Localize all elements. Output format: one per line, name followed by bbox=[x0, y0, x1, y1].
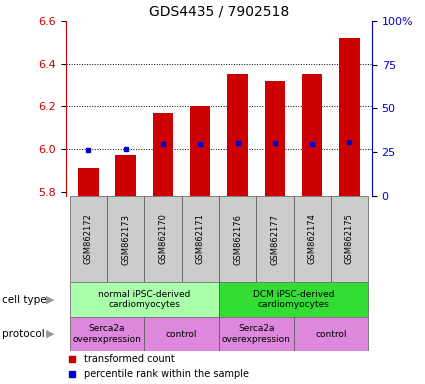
Text: GSM862175: GSM862175 bbox=[345, 214, 354, 265]
Text: Serca2a
overexpression: Serca2a overexpression bbox=[222, 324, 291, 344]
Bar bbox=[294, 196, 331, 282]
Text: ▶: ▶ bbox=[46, 295, 54, 305]
Bar bbox=[144, 196, 181, 282]
Bar bbox=[219, 317, 294, 351]
Bar bbox=[70, 196, 107, 282]
Text: Serca2a
overexpression: Serca2a overexpression bbox=[73, 324, 142, 344]
Bar bbox=[153, 113, 173, 196]
Text: control: control bbox=[166, 329, 197, 339]
Bar bbox=[339, 38, 360, 196]
Bar bbox=[181, 196, 219, 282]
Text: normal iPSC-derived
cardiomyocytes: normal iPSC-derived cardiomyocytes bbox=[98, 290, 190, 309]
Bar bbox=[78, 168, 99, 196]
Text: GSM862176: GSM862176 bbox=[233, 214, 242, 265]
Bar bbox=[144, 317, 219, 351]
Bar bbox=[219, 196, 256, 282]
Text: transformed count: transformed count bbox=[84, 354, 175, 364]
Text: GSM862172: GSM862172 bbox=[84, 214, 93, 265]
Bar bbox=[70, 317, 144, 351]
Bar bbox=[115, 156, 136, 196]
Bar bbox=[331, 196, 368, 282]
Text: GSM862171: GSM862171 bbox=[196, 214, 205, 265]
Text: GSM862173: GSM862173 bbox=[121, 214, 130, 265]
Bar bbox=[107, 196, 144, 282]
Text: GSM862170: GSM862170 bbox=[159, 214, 167, 265]
Bar bbox=[219, 282, 368, 317]
Bar bbox=[190, 106, 210, 196]
Bar bbox=[294, 317, 368, 351]
Text: ▶: ▶ bbox=[46, 329, 54, 339]
Text: GSM862174: GSM862174 bbox=[308, 214, 317, 265]
Bar bbox=[265, 81, 285, 196]
Text: GSM862177: GSM862177 bbox=[270, 214, 279, 265]
Text: percentile rank within the sample: percentile rank within the sample bbox=[84, 369, 249, 379]
Bar bbox=[70, 282, 219, 317]
Text: control: control bbox=[315, 329, 346, 339]
Bar bbox=[302, 74, 323, 196]
Bar bbox=[227, 74, 248, 196]
Text: protocol: protocol bbox=[2, 329, 45, 339]
Text: DCM iPSC-derived
cardiomyocytes: DCM iPSC-derived cardiomyocytes bbox=[253, 290, 334, 309]
Text: cell type: cell type bbox=[2, 295, 47, 305]
Bar bbox=[256, 196, 294, 282]
Title: GDS4435 / 7902518: GDS4435 / 7902518 bbox=[149, 5, 289, 18]
